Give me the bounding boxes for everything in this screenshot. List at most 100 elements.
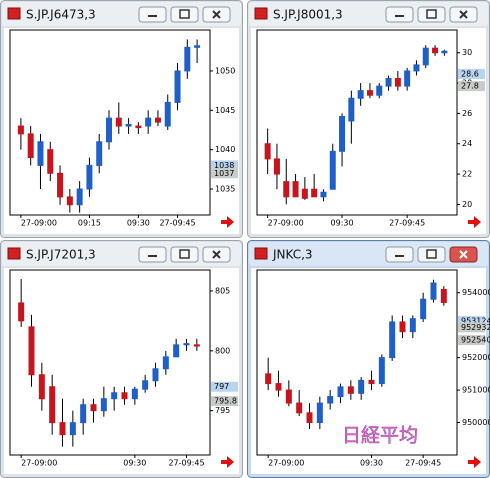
candle-body [162,356,169,370]
button-glyph [395,15,404,17]
candle-body [121,392,128,400]
x-tick-label: 27-09:45 [168,459,204,468]
candle-body [184,46,191,72]
candle-body [27,133,34,159]
watermark: 日経平均 [342,425,418,447]
y-tick-label: 26 [462,109,472,118]
candle-body [100,398,107,412]
minimize-button[interactable] [385,246,414,263]
scroll-arrow[interactable] [468,216,481,228]
candle-body [47,149,54,174]
candle-body [106,117,112,143]
maximize-button[interactable] [170,6,199,23]
x-tick-label: 09:30 [127,219,150,228]
candle-body [80,404,87,424]
window-icon [254,247,268,260]
candle-body [292,181,299,198]
x-tick-label: 27-09:00 [21,459,57,468]
candle-body [337,386,344,398]
candle-body [357,90,364,99]
y-tick-label: 22 [462,170,472,179]
candle-body [420,298,427,320]
price-tag-label: 1038 [214,161,234,170]
maximize-button[interactable] [417,246,446,263]
candle-body [265,373,272,385]
window-icon [254,7,268,20]
candle-body [430,282,437,300]
candle-body [193,344,200,347]
candle-body [320,191,327,198]
price-tag-label: 1037 [214,169,234,178]
candle-body [115,117,122,127]
x-tick-label: 09:30 [123,459,146,468]
candle-body [275,383,282,391]
candle-body [125,123,132,127]
candle-body [59,422,66,436]
window-icon [7,7,21,20]
button-glyph [148,255,157,257]
price-tag-label: 28.6 [461,69,479,78]
price-tag-label: 795.8 [214,397,237,406]
candle-body [96,141,103,166]
candle-body [49,386,56,424]
price-tag [211,168,238,179]
button-glyph [459,250,468,259]
y-tick-label: 805 [215,286,230,295]
candle-body [339,115,346,152]
candle-body [66,196,73,206]
price-tag [211,160,238,171]
x-tick-label: 27-09:00 [21,219,57,228]
candle-body [358,379,365,394]
button-glyph [212,10,221,19]
maximize-button[interactable] [170,246,199,263]
button-glyph [426,9,437,19]
x-tick-label: 27-09:00 [268,219,304,228]
candle-body [306,412,313,424]
price-tag [458,68,485,79]
candle-body [368,379,375,385]
y-tick-label: 24 [462,139,472,148]
candle-body [183,343,190,346]
chart-window: S.JP.J8001,330282624222027-09:0009:3027-… [247,0,490,238]
candle-body [174,70,181,103]
candle-body [399,321,406,333]
scroll-arrow[interactable] [221,216,234,228]
y-tick-label: 795 [215,406,230,415]
window-title: JNKC,3 [272,248,313,262]
candle-body [142,380,149,390]
minimize-button[interactable] [138,6,167,23]
candle-body [152,368,159,382]
scroll-arrow[interactable] [468,456,481,468]
candle-body [316,402,323,424]
maximize-button[interactable] [417,6,446,23]
y-tick-label: 950000 [462,418,490,427]
candle-body [385,78,392,87]
candle-body [283,181,290,198]
price-tag [211,381,238,392]
x-tick-label: 09:15 [78,219,101,228]
candle-body [86,164,93,190]
candle-body [69,422,76,436]
candle-body [301,188,308,199]
y-tick-label: 1040 [215,145,235,154]
y-tick-label: 30 [462,48,472,57]
candle-body [394,78,401,87]
candle-body [18,302,25,322]
candle-body [378,357,385,385]
button-glyph [179,249,190,259]
candle-body [347,386,354,394]
candle-body [76,188,83,206]
chart-window: JNKC,3 954000 952000 951000 950000 27-09:00 09… [247,240,490,478]
minimize-button[interactable] [385,6,414,23]
plot-frame [9,269,211,456]
candle-body [422,47,429,66]
scroll-arrow[interactable] [221,456,234,468]
minimize-button[interactable] [138,246,167,263]
candle-body [296,402,303,414]
candle-body [57,172,64,198]
candle-body [131,388,138,400]
y-tick-label: 1050 [215,66,235,75]
button-glyph [426,249,437,259]
window-title: S.JP.J7201,3 [26,248,96,262]
